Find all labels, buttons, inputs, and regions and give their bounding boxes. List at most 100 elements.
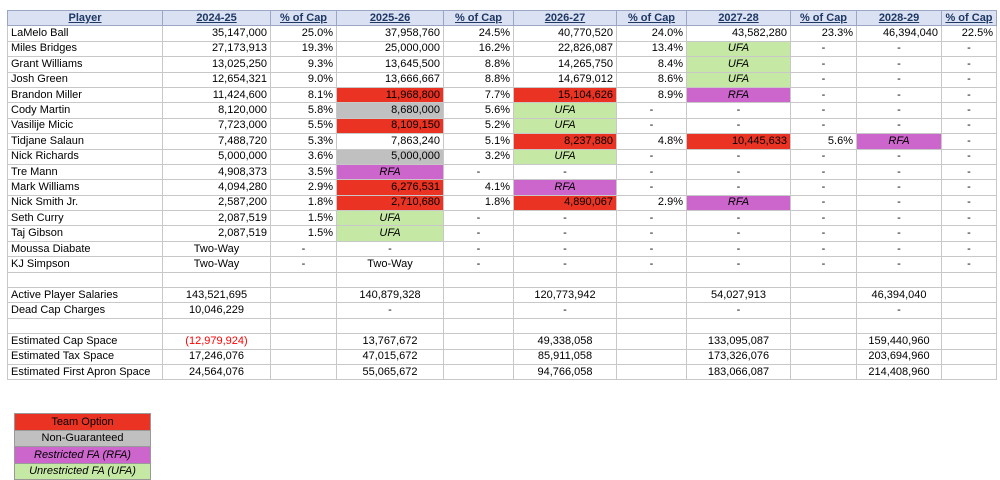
salary-cell[interactable]: UFA [513,102,617,119]
cap-percent-cell[interactable]: - [790,117,857,135]
salary-cell[interactable]: 6,276,531 [336,179,444,196]
salary-cell[interactable]: Two-Way [336,256,444,273]
salary-cell[interactable]: 7,863,240 [336,133,444,150]
cap-percent-cell[interactable]: 5.2% [443,117,514,135]
summary-value[interactable]: 173,326,076 [686,348,791,365]
cap-percent-cell[interactable]: - [443,163,514,181]
column-header[interactable]: 2026-27 [513,9,617,27]
salary-cell[interactable]: - [686,210,791,227]
cap-percent-cell[interactable]: - [941,194,997,212]
player-name[interactable]: Vasilije Micic [7,117,163,135]
player-name[interactable]: Cody Martin [7,102,163,119]
salary-cell[interactable]: 27,173,913 [162,40,271,58]
player-name[interactable]: Miles Bridges [7,40,163,58]
cap-percent-cell[interactable]: - [941,163,997,181]
player-name[interactable]: Brandon Miller [7,86,163,104]
cap-percent-cell[interactable]: 5.6% [790,133,857,150]
cap-percent-cell[interactable]: - [941,133,997,150]
cap-percent-cell[interactable]: - [941,56,997,73]
player-name[interactable]: Taj Gibson [7,225,163,242]
player-name[interactable]: Nick Richards [7,148,163,165]
player-name[interactable]: Tidjane Salaun [7,133,163,150]
cap-percent-cell[interactable]: - [941,40,997,58]
salary-cell[interactable]: - [686,148,791,165]
salary-cell[interactable]: - [513,256,617,273]
salary-cell[interactable]: 13,025,250 [162,56,271,73]
salary-cell[interactable]: - [856,179,942,196]
player-name[interactable]: Tre Mann [7,163,163,181]
summary-value[interactable]: - [856,302,942,319]
salary-cell[interactable]: - [856,56,942,73]
cap-percent-cell[interactable]: - [941,179,997,196]
cap-percent-cell[interactable]: - [616,117,687,135]
salary-cell[interactable]: - [856,40,942,58]
summary-value[interactable]: 94,766,058 [513,363,617,381]
salary-cell[interactable]: 22,826,087 [513,40,617,58]
salary-cell[interactable]: 7,488,720 [162,133,271,150]
salary-cell[interactable]: - [686,240,791,258]
cap-percent-cell[interactable]: 19.3% [270,40,337,58]
cap-percent-cell[interactable]: 8.9% [616,86,687,104]
salary-cell[interactable]: 8,120,000 [162,102,271,119]
cap-percent-cell[interactable]: - [616,225,687,242]
salary-cell[interactable]: - [856,102,942,119]
summary-label[interactable]: Estimated First Apron Space [7,363,163,381]
cap-percent-cell[interactable]: - [790,210,857,227]
cap-percent-cell[interactable]: - [790,194,857,212]
summary-value[interactable]: 183,066,087 [686,363,791,381]
salary-cell[interactable]: 7,723,000 [162,117,271,135]
salary-cell[interactable]: UFA [513,117,617,135]
salary-cell[interactable]: UFA [336,210,444,227]
cap-percent-cell[interactable]: - [941,148,997,165]
cap-percent-cell[interactable]: 24.0% [616,25,687,42]
cap-percent-cell[interactable]: - [616,210,687,227]
cap-percent-cell[interactable]: - [616,179,687,196]
salary-cell[interactable]: 14,679,012 [513,71,617,88]
cap-percent-cell[interactable]: - [790,256,857,273]
salary-cell[interactable]: 37,958,760 [336,25,444,42]
salary-cell[interactable]: - [513,210,617,227]
summary-value[interactable]: (12,979,924) [162,333,271,350]
salary-cell[interactable]: 25,000,000 [336,40,444,58]
cap-percent-cell[interactable]: 8.8% [443,71,514,88]
cap-percent-cell[interactable]: - [941,102,997,119]
salary-cell[interactable]: 8,680,000 [336,102,444,119]
summary-label[interactable]: Dead Cap Charges [7,302,163,319]
salary-cell[interactable]: 4,094,280 [162,179,271,196]
column-header[interactable]: % of Cap [790,9,857,27]
cap-percent-cell[interactable]: 1.5% [270,210,337,227]
cap-percent-cell[interactable]: 1.8% [270,194,337,212]
summary-value[interactable]: 24,564,076 [162,363,271,381]
cap-percent-cell[interactable]: - [941,225,997,242]
summary-value[interactable]: 17,246,076 [162,348,271,365]
summary-value[interactable]: 140,879,328 [336,287,444,304]
salary-cell[interactable]: - [513,240,617,258]
salary-cell[interactable]: - [686,117,791,135]
player-name[interactable]: KJ Simpson [7,256,163,273]
cap-percent-cell[interactable]: 9.0% [270,71,337,88]
salary-cell[interactable]: - [856,117,942,135]
summary-value[interactable]: 85,911,058 [513,348,617,365]
summary-value[interactable]: 46,394,040 [856,287,942,304]
cap-percent-cell[interactable]: 25.0% [270,25,337,42]
summary-value[interactable]: 10,046,229 [162,302,271,319]
summary-value[interactable]: - [513,302,617,319]
salary-cell[interactable]: - [856,256,942,273]
salary-cell[interactable]: 5,000,000 [336,148,444,165]
salary-cell[interactable]: UFA [686,71,791,88]
column-header[interactable]: % of Cap [270,9,337,27]
cap-percent-cell[interactable]: - [790,240,857,258]
player-name[interactable]: Nick Smith Jr. [7,194,163,212]
salary-cell[interactable]: 2,087,519 [162,210,271,227]
cap-percent-cell[interactable]: 7.7% [443,86,514,104]
cap-percent-cell[interactable]: 2.9% [270,179,337,196]
cap-percent-cell[interactable]: - [270,240,337,258]
summary-value[interactable]: 214,408,960 [856,363,942,381]
player-name[interactable]: LaMelo Ball [7,25,163,42]
cap-percent-cell[interactable]: 16.2% [443,40,514,58]
summary-value[interactable]: 133,095,087 [686,333,791,350]
salary-cell[interactable]: UFA [336,225,444,242]
cap-percent-cell[interactable]: - [443,210,514,227]
player-name[interactable]: Grant Williams [7,56,163,73]
salary-cell[interactable]: 11,968,800 [336,86,444,104]
